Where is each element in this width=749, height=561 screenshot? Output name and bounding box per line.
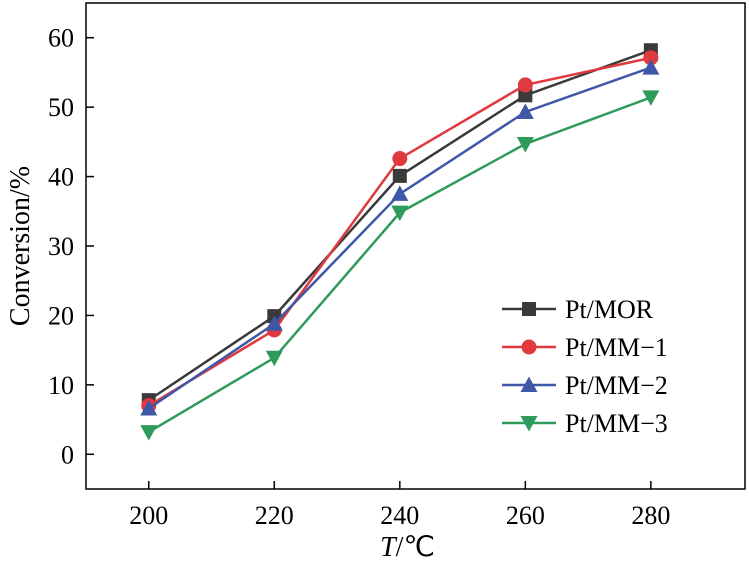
y-tick-label: 20 xyxy=(48,301,74,330)
legend-label: Pt/MM−3 xyxy=(565,409,668,438)
data-point xyxy=(642,90,660,106)
data-point xyxy=(642,59,660,75)
data-point xyxy=(392,151,408,167)
y-axis: 0 10 20 30 40 50 60 xyxy=(48,24,94,469)
x-tick-label: 240 xyxy=(380,501,419,530)
y-tick-label: 50 xyxy=(48,93,74,122)
x-axis-title: T/℃ xyxy=(380,532,435,561)
x-tick-label: 280 xyxy=(631,501,670,530)
legend-item: Pt/MOR xyxy=(502,295,654,324)
legend-marker xyxy=(520,376,538,392)
data-point xyxy=(518,88,533,103)
x-tick-label: 260 xyxy=(506,501,545,530)
y-tick-label: 0 xyxy=(61,440,74,469)
data-point xyxy=(391,185,409,201)
y-axis-title: Conversion/% xyxy=(5,166,36,326)
data-point xyxy=(516,136,534,153)
series-layer xyxy=(140,43,660,441)
series-2 xyxy=(140,59,660,416)
legend-label: Pt/MOR xyxy=(565,295,654,324)
legend-label: Pt/MM−1 xyxy=(565,333,668,362)
series-3 xyxy=(140,90,660,441)
legend: Pt/MOR Pt/MM−1 Pt/MM−2 Pt/MM−3 xyxy=(502,295,668,438)
y-tick-label: 40 xyxy=(48,163,74,192)
data-point xyxy=(516,103,534,120)
legend-marker xyxy=(521,339,537,355)
data-point xyxy=(517,77,533,93)
data-point xyxy=(391,205,409,222)
legend-item: Pt/MM−2 xyxy=(502,371,668,400)
data-point xyxy=(140,399,158,416)
x-axis: 200 220 240 260 280 xyxy=(129,481,670,530)
legend-label: Pt/MM−2 xyxy=(565,371,668,400)
data-point xyxy=(265,350,283,367)
y-tick-label: 30 xyxy=(48,232,74,261)
x-axis-title-symbol: T xyxy=(380,532,398,561)
x-tick-label: 200 xyxy=(129,501,168,530)
data-point xyxy=(643,50,659,66)
y-tick-label: 60 xyxy=(48,24,74,53)
data-point xyxy=(140,425,158,441)
data-point xyxy=(265,315,283,331)
legend-item: Pt/MM−3 xyxy=(502,409,668,438)
legend-item: Pt/MM−1 xyxy=(502,333,668,362)
legend-marker xyxy=(522,302,536,316)
data-point xyxy=(392,168,407,183)
plot-area: 0 10 20 30 40 50 60 200 220 240 260 280 xyxy=(48,2,746,530)
x-tick-label: 220 xyxy=(255,501,294,530)
legend-marker xyxy=(520,416,538,432)
y-tick-label: 10 xyxy=(48,371,74,400)
x-axis-title-unit: /℃ xyxy=(396,532,435,561)
